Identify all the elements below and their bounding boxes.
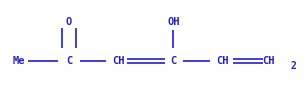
Text: O: O bbox=[66, 17, 72, 27]
Text: C: C bbox=[170, 56, 177, 66]
Text: Me: Me bbox=[12, 56, 25, 66]
Text: CH: CH bbox=[112, 56, 124, 66]
Text: C: C bbox=[66, 56, 72, 66]
Text: OH: OH bbox=[167, 17, 180, 27]
Text: 2: 2 bbox=[290, 61, 296, 71]
Text: CH: CH bbox=[216, 56, 229, 66]
Text: CH: CH bbox=[262, 56, 275, 66]
